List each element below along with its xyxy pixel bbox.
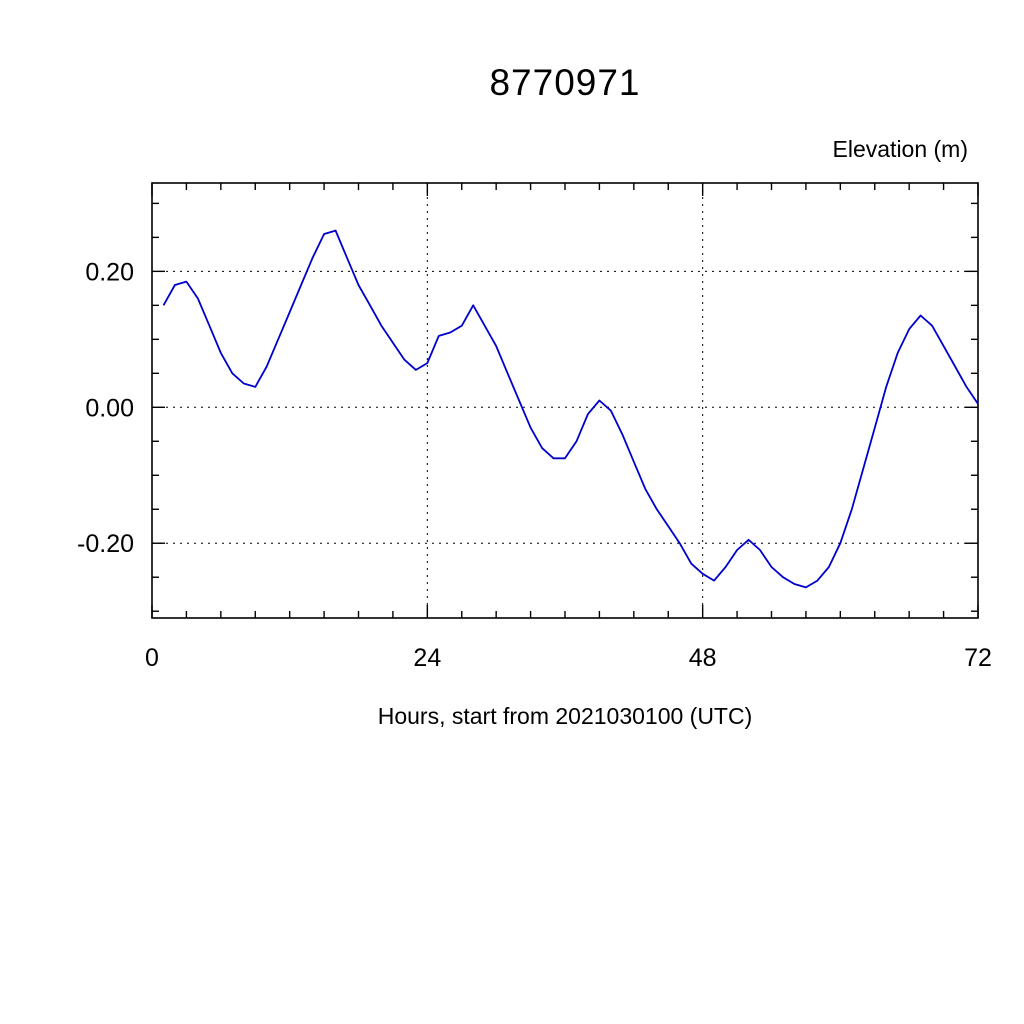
y-axis-label: Elevation (m): [832, 136, 968, 162]
chart-title: 8770971: [489, 62, 641, 103]
x-tick-label: 24: [413, 644, 441, 672]
x-tick-label: 0: [145, 644, 159, 672]
x-tick-label: 72: [964, 644, 992, 672]
x-axis-label: Hours, start from 2021030100 (UTC): [377, 703, 753, 729]
y-tick-label: 0.20: [85, 258, 134, 286]
y-tick-label: 0.00: [85, 394, 134, 422]
y-tick-label: -0.20: [77, 530, 134, 558]
plot-frame: [151, 182, 979, 619]
x-tick-label: 48: [689, 644, 717, 672]
elevation-line: [162, 229, 979, 589]
